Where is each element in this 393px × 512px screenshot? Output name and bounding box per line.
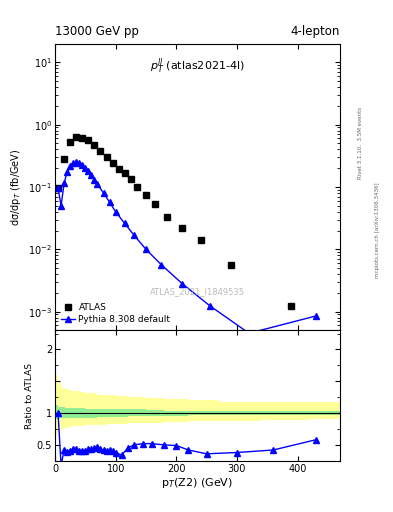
Text: 4-lepton: 4-lepton — [290, 26, 340, 38]
ATLAS — [134, 184, 139, 190]
ATLAS — [92, 142, 97, 148]
Pythia 8.308 default — [62, 180, 66, 186]
ATLAS — [153, 201, 158, 207]
Pythia 8.308 default — [122, 220, 127, 226]
Pythia 8.308 default — [180, 281, 185, 287]
Text: mcplots.cern.ch [arXiv:1306.3436]: mcplots.cern.ch [arXiv:1306.3436] — [375, 183, 380, 278]
Pythia 8.308 default — [71, 160, 75, 166]
Pythia 8.308 default — [74, 159, 79, 165]
Line: Pythia 8.308 default: Pythia 8.308 default — [55, 159, 318, 336]
Legend: ATLAS, Pythia 8.308 default: ATLAS, Pythia 8.308 default — [59, 302, 172, 326]
ATLAS — [122, 170, 127, 177]
ATLAS — [74, 134, 79, 140]
Pythia 8.308 default — [132, 232, 136, 238]
ATLAS — [165, 214, 169, 220]
ATLAS — [80, 135, 84, 141]
Pythia 8.308 default — [59, 203, 63, 209]
ATLAS — [56, 185, 61, 191]
Y-axis label: dσ/dp$_T$ (fb/GeV): dσ/dp$_T$ (fb/GeV) — [9, 148, 23, 226]
ATLAS — [86, 137, 91, 143]
ATLAS — [62, 156, 66, 162]
Pythia 8.308 default — [101, 190, 106, 196]
ATLAS — [116, 166, 121, 172]
Pythia 8.308 default — [113, 209, 118, 215]
Y-axis label: Ratio to ATLAS: Ratio to ATLAS — [25, 362, 34, 429]
X-axis label: p$_T$(Z2) (GeV): p$_T$(Z2) (GeV) — [162, 476, 233, 490]
Pythia 8.308 default — [92, 177, 97, 183]
Pythia 8.308 default — [207, 303, 212, 309]
Pythia 8.308 default — [313, 313, 318, 319]
Pythia 8.308 default — [80, 162, 84, 168]
ATLAS — [68, 139, 73, 145]
Pythia 8.308 default — [77, 160, 82, 166]
Pythia 8.308 default — [247, 330, 252, 336]
Text: Rivet 3.1.10,  3.5M events: Rivet 3.1.10, 3.5M events — [358, 108, 363, 179]
Pythia 8.308 default — [143, 246, 148, 252]
Text: ATLAS_2021_I1849535: ATLAS_2021_I1849535 — [150, 287, 245, 296]
Pythia 8.308 default — [83, 165, 88, 172]
Line: ATLAS: ATLAS — [55, 134, 295, 309]
Pythia 8.308 default — [56, 185, 61, 191]
Pythia 8.308 default — [89, 172, 94, 178]
Pythia 8.308 default — [107, 199, 112, 205]
ATLAS — [98, 148, 103, 154]
Pythia 8.308 default — [68, 163, 73, 169]
Text: $p_T^{ll}$ (atlas2021-4l): $p_T^{ll}$ (atlas2021-4l) — [150, 56, 245, 76]
Pythia 8.308 default — [159, 262, 163, 268]
Pythia 8.308 default — [95, 181, 100, 187]
ATLAS — [129, 176, 133, 182]
ATLAS — [228, 263, 233, 269]
Pythia 8.308 default — [86, 168, 91, 174]
ATLAS — [110, 160, 115, 166]
ATLAS — [104, 154, 109, 160]
ATLAS — [198, 237, 203, 243]
ATLAS — [143, 193, 148, 199]
ATLAS — [289, 303, 294, 309]
Pythia 8.308 default — [65, 169, 70, 175]
ATLAS — [180, 225, 185, 231]
Text: 13000 GeV pp: 13000 GeV pp — [55, 26, 139, 38]
